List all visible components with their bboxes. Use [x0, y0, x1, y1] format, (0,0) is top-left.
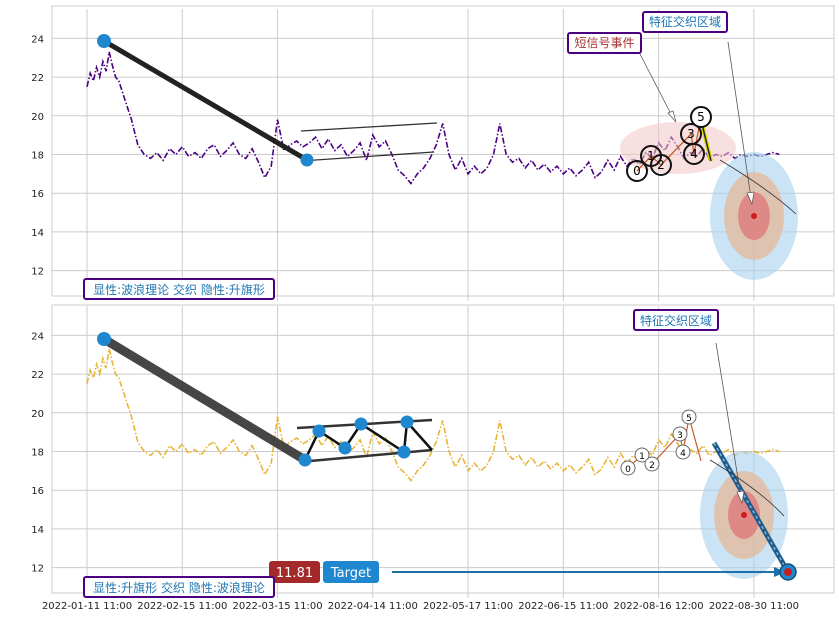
top-channel-upper — [300, 122, 438, 132]
bottom-zone-arrowhead — [736, 490, 745, 505]
x-tick-4: 2022-05-17 11:00 — [423, 601, 513, 612]
top-signal-arrowhead — [667, 110, 677, 123]
bottom-trend-line — [101, 335, 308, 464]
svg-text:2: 2 — [649, 461, 655, 471]
x-tick-0: 2022-01-11 11:00 — [42, 601, 132, 612]
bottom-price-line — [86, 348, 780, 482]
x-tick-3: 2022-04-14 11:00 — [328, 601, 418, 612]
top-y-ticks: 12 14 16 18 20 22 24 — [31, 34, 44, 277]
svg-text:Target: Target — [330, 566, 371, 581]
svg-text:1: 1 — [639, 452, 645, 462]
bottom-flag-marker-1 — [312, 424, 326, 438]
x-tick-6: 2022-08-16 12:00 — [614, 601, 704, 612]
bottom-projection-dash — [713, 442, 789, 573]
svg-text:11.81: 11.81 — [276, 566, 313, 581]
bottom-flag-marker-0 — [298, 453, 312, 467]
bottom-flag-marker-5 — [400, 415, 414, 429]
top-projection-curve — [719, 159, 797, 215]
svg-text:短信号事件: 短信号事件 — [574, 36, 634, 50]
top-pattern-box: 显性:波浪理论 交织 隐性:升旗形 — [83, 278, 275, 300]
bottom-wave-marker-1: 1 — [634, 447, 650, 463]
bottom-wave-marker-5: 5 — [681, 409, 697, 425]
svg-text:5: 5 — [686, 414, 692, 424]
svg-text:2: 2 — [657, 158, 665, 172]
bottom-y-tick-1: 14 — [31, 525, 44, 536]
bottom-zone-center — [741, 512, 747, 518]
svg-text:显性:波浪理论 交织 隐性:升旗形: 显性:波浪理论 交织 隐性:升旗形 — [93, 282, 265, 297]
bottom-y-tick-2: 16 — [31, 486, 44, 497]
x-tick-5: 2022-06-15 11:00 — [518, 601, 608, 612]
svg-text:特征交织区域: 特征交织区域 — [640, 313, 712, 328]
bottom-panel: 12 14 16 18 20 22 24 0 1 2 3 4 5 — [31, 304, 835, 598]
top-signal-box: 短信号事件 — [567, 32, 642, 54]
top-y-tick-6: 24 — [31, 34, 44, 45]
top-y-tick-3: 18 — [31, 151, 44, 162]
x-axis-ticks: 2022-01-11 11:00 2022-02-15 11:00 2022-03-… — [42, 601, 799, 612]
bottom-y-tick-6: 24 — [31, 331, 44, 342]
bottom-wave-marker-4: 4 — [675, 444, 691, 460]
svg-text:5: 5 — [697, 110, 705, 124]
top-trend-line — [102, 38, 309, 163]
top-trend-end-marker — [300, 153, 314, 167]
top-signal-arrow — [639, 53, 674, 119]
top-y-tick-2: 16 — [31, 189, 44, 200]
top-wave-marker-5: 5 — [690, 106, 712, 128]
bottom-target-marker-core — [784, 568, 792, 576]
top-wave-marker-2: 2 — [650, 154, 672, 176]
top-wave-marker-0: 0 — [626, 160, 648, 182]
bottom-y-tick-4: 20 — [31, 409, 44, 420]
bottom-wave-marker-0: 0 — [620, 460, 636, 476]
x-tick-1: 2022-02-15 11:00 — [137, 601, 227, 612]
svg-text:4: 4 — [680, 449, 686, 459]
svg-text:特征交织区域: 特征交织区域 — [649, 14, 721, 29]
svg-text:0: 0 — [633, 164, 641, 178]
bottom-flag-marker-2 — [338, 441, 352, 455]
top-zone-arrowhead — [746, 191, 755, 206]
top-y-tick-4: 20 — [31, 112, 44, 123]
bottom-flag-marker-3 — [354, 417, 368, 431]
svg-text:0: 0 — [625, 465, 631, 475]
bottom-y-tick-5: 22 — [31, 370, 44, 381]
top-wave-marker-4: 4 — [683, 143, 705, 165]
bottom-y-tick-3: 18 — [31, 448, 44, 459]
top-y-tick-0: 12 — [31, 267, 44, 278]
bottom-wave-marker-3: 3 — [672, 426, 688, 442]
svg-text:3: 3 — [687, 127, 695, 141]
top-zone-center — [751, 213, 757, 219]
top-y-tick-5: 22 — [31, 73, 44, 84]
bottom-flag-marker-4 — [397, 445, 411, 459]
bottom-pattern-box: 显性:升旗形 交织 隐性:波浪理论 — [83, 576, 275, 598]
svg-text:3: 3 — [677, 431, 683, 441]
top-grid — [52, 9, 834, 301]
bottom-y-ticks: 12 14 16 18 20 22 24 — [31, 331, 44, 574]
bottom-trend-start-marker — [97, 332, 111, 346]
top-y-tick-1: 14 — [31, 228, 44, 239]
top-zone-arrow — [727, 41, 752, 199]
top-channel-lower — [300, 151, 435, 162]
bottom-zone-box: 特征交织区域 — [633, 309, 719, 331]
bottom-grid — [52, 306, 834, 598]
svg-text:1: 1 — [647, 149, 655, 163]
bottom-projection-curve — [709, 459, 785, 517]
x-tick-2: 2022-03-15 11:00 — [232, 601, 322, 612]
bottom-y-tick-0: 12 — [31, 564, 44, 575]
bottom-target-badge: Target — [323, 561, 379, 583]
bottom-price-tag: 11.81 — [269, 561, 320, 583]
svg-text:显性:升旗形 交织 隐性:波浪理论: 显性:升旗形 交织 隐性:波浪理论 — [93, 580, 265, 595]
x-tick-7: 2022-08-30 11:00 — [709, 601, 799, 612]
bottom-wave-marker-2: 2 — [644, 456, 660, 472]
top-zone-box: 特征交织区域 — [642, 11, 728, 33]
bottom-zone-arrow — [715, 342, 742, 498]
top-trend-start-marker — [97, 34, 111, 48]
svg-text:4: 4 — [690, 147, 698, 161]
bottom-series-line — [86, 348, 780, 482]
